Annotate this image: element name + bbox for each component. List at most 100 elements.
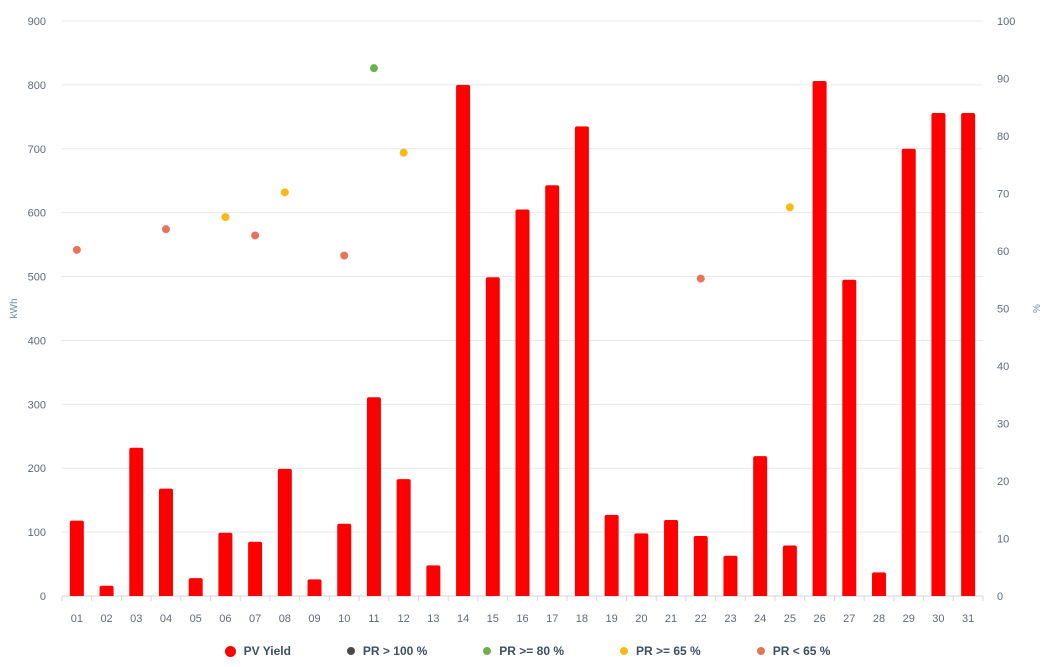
x-tick-label: 04: [160, 613, 172, 625]
bar-09: [307, 579, 322, 596]
bar-23: [723, 555, 738, 596]
left-tick-label: 500: [28, 272, 46, 284]
legend-item[interactable]: PV Yield: [224, 644, 291, 658]
pr-point-22: [696, 274, 705, 283]
legend-label: PV Yield: [243, 644, 291, 658]
x-tick-label: 08: [279, 613, 291, 625]
pr-point-12: [399, 148, 408, 157]
x-tick-label: 21: [665, 613, 677, 625]
x-tick-label: 26: [813, 613, 825, 625]
left-tick-label: 100: [28, 527, 46, 539]
bar-31: [961, 113, 976, 596]
right-tick-label: 0: [997, 591, 1003, 603]
x-tick-label: 05: [190, 613, 202, 625]
legend-label: PR >= 80 %: [499, 644, 565, 658]
legend-item[interactable]: PR < 65 %: [756, 644, 830, 658]
pr-point-11: [369, 64, 378, 73]
x-tick-label: 22: [695, 613, 707, 625]
right-tick-label: 40: [997, 361, 1009, 373]
pr-point-01: [72, 245, 81, 254]
pr-point-06: [221, 213, 230, 222]
left-tick-label: 200: [28, 463, 46, 475]
left-axis-label: kWh: [9, 299, 20, 319]
right-tick-label: 100: [997, 16, 1015, 28]
right-tick-label: 30: [997, 419, 1009, 431]
bar-28: [872, 572, 887, 596]
x-tick-label: 10: [338, 613, 350, 625]
right-tick-label: 10: [997, 534, 1009, 546]
bar-06: [218, 532, 233, 596]
x-tick-label: 14: [457, 613, 469, 625]
legend-item[interactable]: PR >= 65 %: [620, 644, 701, 658]
bar-15: [485, 277, 500, 596]
x-tick-label: 31: [962, 613, 974, 625]
x-tick-label: 24: [754, 613, 766, 625]
legend-label: PR > 100 %: [362, 644, 428, 658]
x-tick-label: 25: [784, 613, 796, 625]
bar-25: [782, 545, 797, 596]
left-tick-label: 0: [40, 591, 46, 603]
bar-13: [426, 565, 441, 596]
bar-20: [634, 533, 649, 596]
right-axis-label: %: [1032, 304, 1043, 313]
bar-18: [574, 126, 589, 597]
left-tick-label: 700: [28, 144, 46, 156]
bar-03: [129, 447, 144, 596]
x-tick-label: 18: [576, 613, 588, 625]
right-tick-label: 80: [997, 131, 1009, 143]
legend-marker-icon: [620, 647, 629, 655]
x-tick-label: 20: [635, 613, 647, 625]
left-tick-label: 900: [28, 16, 46, 28]
x-tick-label: 30: [932, 613, 944, 625]
right-tick-label: 60: [997, 246, 1009, 258]
right-tick-label: 70: [997, 189, 1009, 201]
right-tick-label: 90: [997, 74, 1009, 86]
bar-12: [396, 479, 411, 596]
right-tick-label: 20: [997, 476, 1009, 488]
x-tick-label: 27: [843, 613, 855, 625]
pr-point-10: [340, 251, 349, 260]
bar-07: [248, 541, 263, 596]
x-tick-label: 03: [130, 613, 142, 625]
legend-item[interactable]: PR >= 80 %: [483, 644, 564, 658]
bar-26: [812, 81, 827, 597]
x-tick-label: 17: [546, 613, 558, 625]
x-tick-label: 02: [100, 613, 112, 625]
x-tick-label: 12: [398, 613, 410, 625]
bar-27: [842, 279, 857, 596]
left-tick-label: 300: [28, 399, 46, 411]
bar-14: [456, 84, 471, 596]
bar-04: [158, 488, 173, 596]
right-tick-label: 50: [997, 304, 1009, 316]
x-tick-label: 11: [368, 613, 379, 625]
legend-marker-icon: [483, 647, 492, 655]
x-tick-label: 23: [724, 613, 736, 625]
bar-19: [604, 514, 619, 596]
bar-16: [515, 209, 530, 596]
x-tick-label: 07: [249, 613, 261, 625]
x-tick-label: 13: [427, 613, 439, 625]
x-tick-label: 01: [71, 613, 83, 625]
bar-02: [99, 585, 114, 596]
bar-24: [753, 456, 768, 596]
left-tick-label: 400: [28, 335, 46, 347]
x-tick-label: 09: [308, 613, 320, 625]
left-tick-label: 800: [28, 80, 46, 92]
bar-29: [901, 148, 916, 596]
x-tick-label: 16: [516, 613, 528, 625]
pr-point-08: [280, 188, 289, 197]
x-tick-label: 28: [873, 613, 885, 625]
pr-point-04: [161, 225, 170, 234]
left-tick-label: 600: [28, 208, 46, 220]
chart-legend: PV Yield PR > 100 % PR >= 80 % PR >= 65 % PR…: [0, 640, 1055, 662]
legend-item[interactable]: PR > 100 %: [346, 644, 428, 658]
bar-01: [69, 520, 84, 596]
bar-21: [664, 519, 679, 596]
chart-svg: 0100200300400500600700800900010203040506…: [9, 16, 1043, 625]
bar-11: [366, 397, 381, 596]
bar-05: [188, 578, 203, 596]
bar-10: [337, 523, 352, 596]
bar-08: [277, 468, 292, 596]
pr-point-25: [785, 203, 794, 212]
